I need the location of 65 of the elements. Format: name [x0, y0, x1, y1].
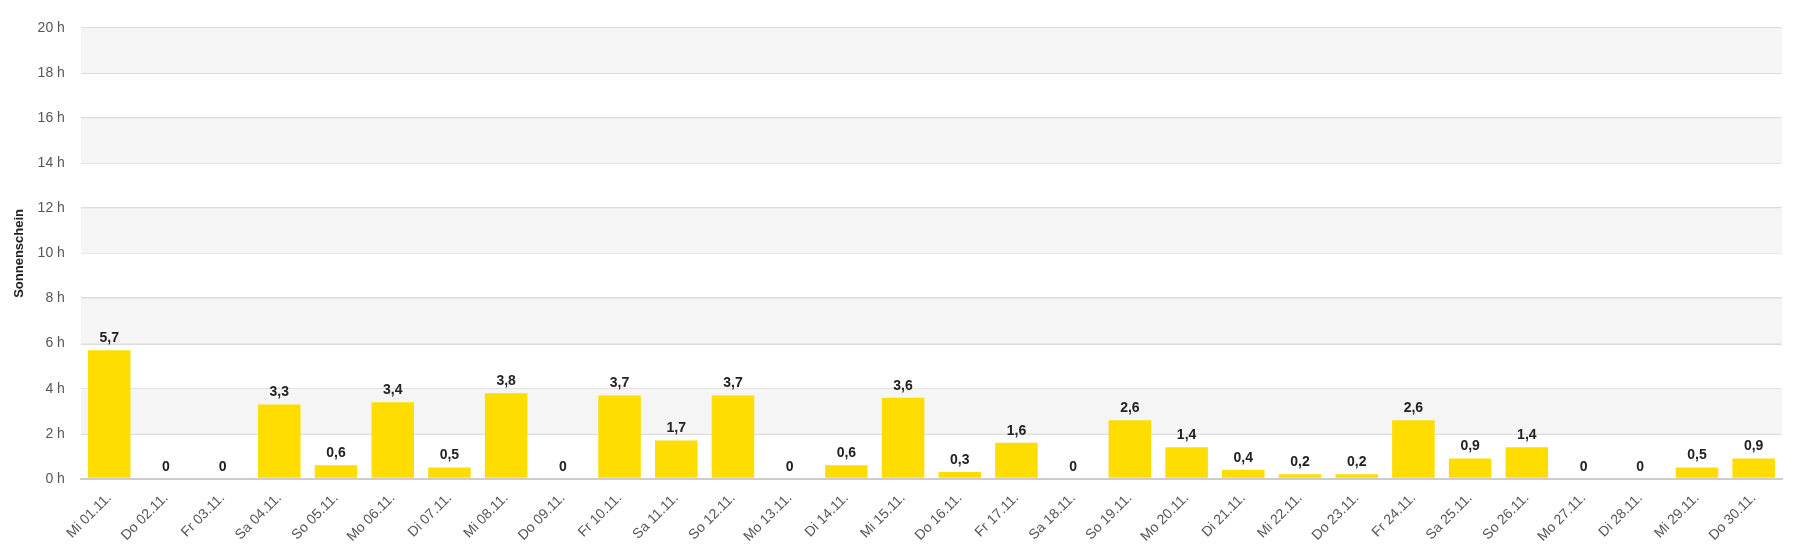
data-label: 1,6 — [1006, 421, 1027, 438]
y-tick-label: 4 h — [45, 379, 65, 396]
data-label: 0,6 — [836, 444, 857, 461]
data-label: 0 — [1579, 457, 1588, 474]
data-label: 0 — [558, 457, 567, 474]
data-label: 0 — [162, 457, 171, 474]
bar — [1392, 420, 1435, 478]
y-tick-label: 14 h — [37, 154, 65, 171]
data-label: 3,3 — [269, 383, 290, 400]
y-tick-label: 2 h — [45, 424, 65, 441]
y-tick-label: 0 h — [45, 469, 65, 486]
y-tick-label: 6 h — [45, 334, 65, 351]
data-label: 3,6 — [893, 376, 914, 393]
y-tick-label: 8 h — [45, 289, 65, 306]
bar — [938, 472, 982, 478]
data-label: 3,7 — [723, 374, 743, 391]
bar — [1675, 467, 1719, 478]
y-tick-label: 12 h — [37, 199, 65, 216]
bar — [1732, 458, 1775, 478]
bar — [598, 395, 641, 478]
bar — [1222, 469, 1265, 478]
bar — [881, 397, 925, 478]
data-label: 0,5 — [1687, 446, 1707, 463]
bar — [1108, 420, 1152, 478]
bar — [484, 393, 528, 478]
data-label: 0,5 — [439, 446, 460, 463]
data-label: 0 — [1636, 457, 1645, 474]
data-label: 0,9 — [1460, 437, 1481, 454]
data-label: 0 — [1069, 457, 1078, 474]
data-label: 5,7 — [99, 329, 120, 346]
data-label: 0,4 — [1233, 448, 1254, 465]
data-label: 2,6 — [1403, 399, 1424, 416]
data-label: 1,4 — [1517, 426, 1537, 443]
bar — [825, 465, 868, 478]
data-label: 0,9 — [1743, 437, 1764, 454]
bar — [1505, 447, 1549, 478]
bar — [654, 440, 698, 478]
data-label: 2,6 — [1120, 399, 1140, 416]
data-label: 0,2 — [1346, 453, 1367, 470]
bar — [711, 395, 755, 478]
bar — [371, 402, 414, 478]
data-label: 0 — [785, 457, 794, 474]
data-label: 0,2 — [1290, 453, 1310, 470]
bar — [314, 465, 358, 478]
bar — [1335, 474, 1378, 478]
data-label: 1,7 — [666, 419, 687, 436]
bar — [87, 350, 131, 478]
data-label: 3,8 — [496, 372, 517, 389]
y-tick-label: 10 h — [37, 244, 65, 261]
data-label: 3,7 — [609, 374, 630, 391]
bar — [428, 467, 471, 478]
y-tick-label: 18 h — [37, 63, 65, 80]
data-label: 3,4 — [382, 381, 403, 398]
bar — [258, 404, 301, 478]
data-label: 0,6 — [326, 444, 346, 461]
y-tick-label: 16 h — [37, 109, 65, 126]
data-label: 1,4 — [1176, 426, 1197, 443]
y-tick-label: 20 h — [37, 18, 65, 35]
y-axis-title: Sonnenschein — [11, 208, 27, 298]
bar — [995, 442, 1038, 478]
bar — [1278, 474, 1322, 478]
data-label: 0,3 — [950, 450, 970, 467]
bar — [1165, 447, 1208, 478]
bar — [1448, 458, 1492, 478]
data-label: 0 — [218, 457, 227, 474]
